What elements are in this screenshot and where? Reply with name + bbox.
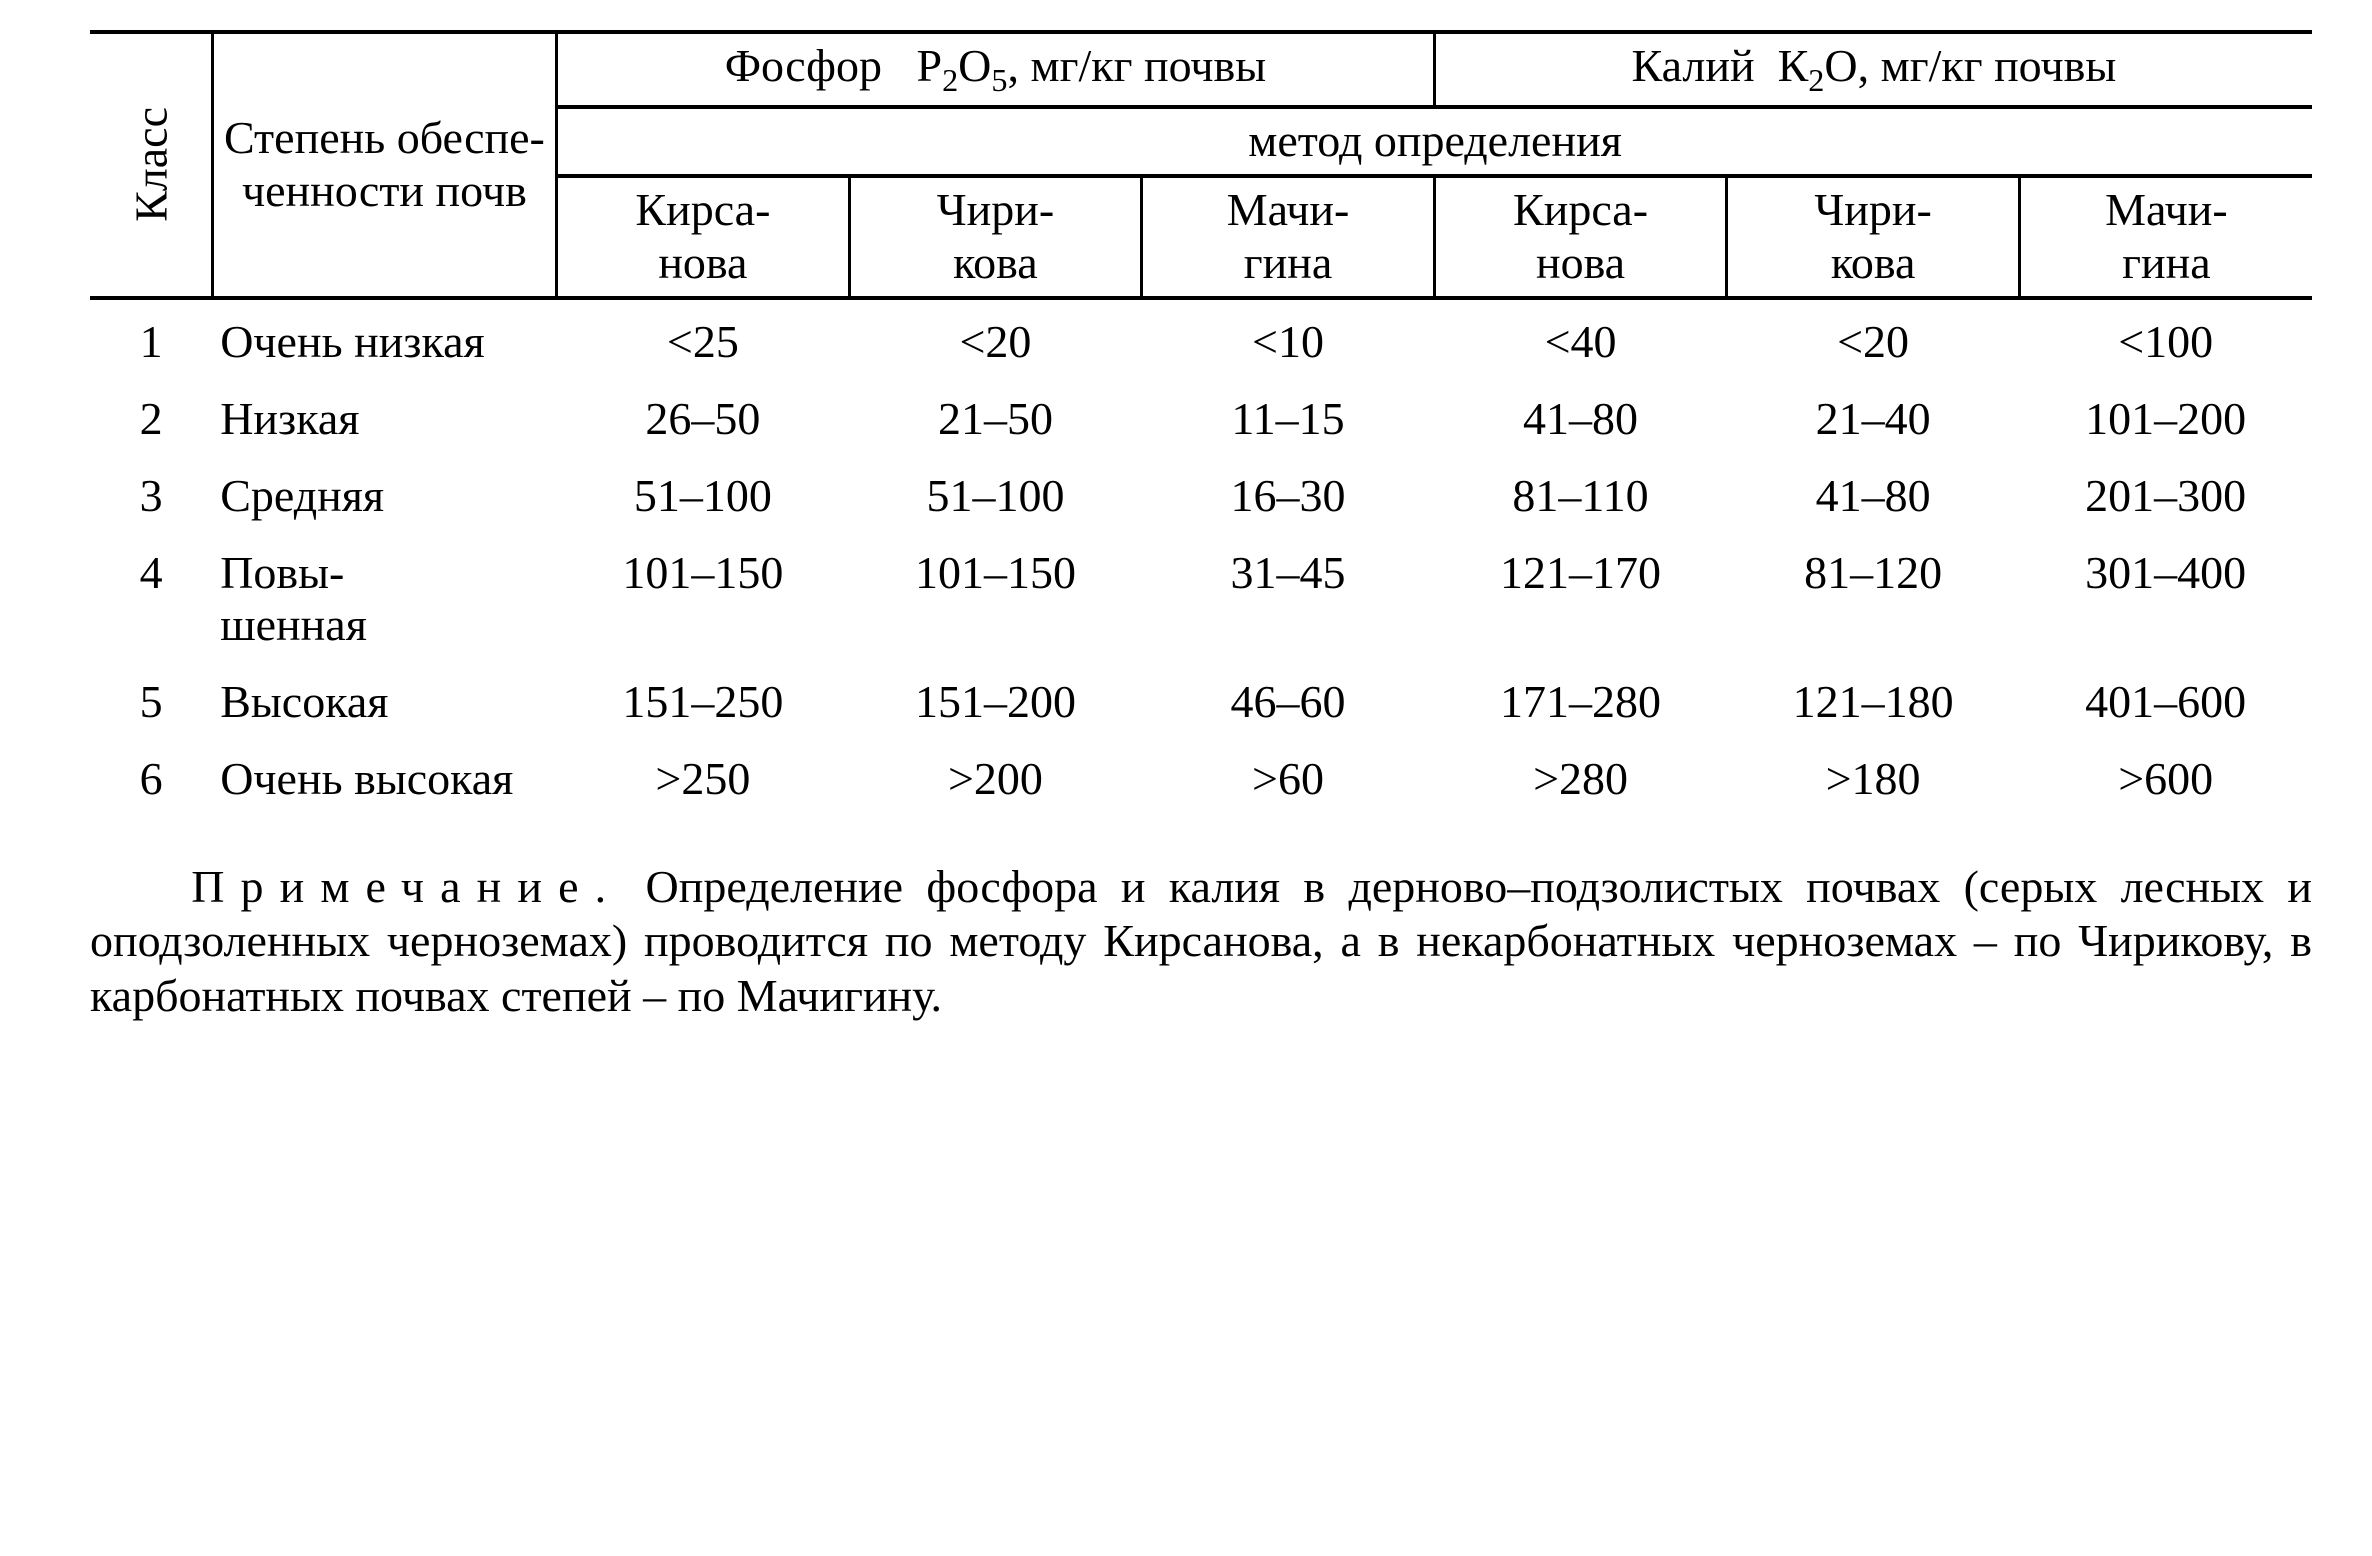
- cell-value: 41–80: [1727, 454, 2020, 531]
- soil-nutrient-table: Класс Степень обеспе-ченности почв Фосфо…: [90, 30, 2312, 814]
- header-method-3: Кирса-нова: [1434, 176, 1727, 298]
- footnote-label: Примечание.: [191, 861, 622, 912]
- cell-class: 6: [90, 737, 212, 814]
- cell-value: 41–80: [1434, 377, 1727, 454]
- header-method-0: Кирса-нова: [557, 176, 850, 298]
- header-phosphorus: Фосфор P2O5, мг/кг почвы: [557, 32, 1435, 107]
- header-class: Класс: [90, 32, 212, 298]
- cell-value: 101–200: [2019, 377, 2312, 454]
- cell-level: Повы-шенная: [212, 531, 556, 661]
- cell-value: 401–600: [2019, 660, 2312, 737]
- cell-value: 46–60: [1142, 660, 1435, 737]
- cell-value: <100: [2019, 298, 2312, 377]
- cell-value: 171–280: [1434, 660, 1727, 737]
- cell-value: <40: [1434, 298, 1727, 377]
- table-row: 3Средняя51–10051–10016–3081–11041–80201–…: [90, 454, 2312, 531]
- cell-value: >280: [1434, 737, 1727, 814]
- cell-value: >200: [849, 737, 1142, 814]
- table-row: 1Очень низкая<25<20<10<40<20<100: [90, 298, 2312, 377]
- cell-value: 151–200: [849, 660, 1142, 737]
- footnote-paragraph: Примечание. Определение фосфора и калия …: [90, 860, 2312, 1023]
- cell-value: 11–15: [1142, 377, 1435, 454]
- cell-value: 16–30: [1142, 454, 1435, 531]
- cell-level: Высокая: [212, 660, 556, 737]
- cell-value: 81–110: [1434, 454, 1727, 531]
- cell-value: >600: [2019, 737, 2312, 814]
- cell-level: Очень низкая: [212, 298, 556, 377]
- header-level: Степень обеспе-ченности почв: [212, 32, 556, 298]
- table-body: 1Очень низкая<25<20<10<40<20<1002Низкая2…: [90, 298, 2312, 814]
- cell-value: 101–150: [849, 531, 1142, 661]
- cell-level: Средняя: [212, 454, 556, 531]
- cell-value: 51–100: [557, 454, 850, 531]
- cell-value: <20: [1727, 298, 2020, 377]
- header-method-2: Мачи-гина: [1142, 176, 1435, 298]
- table-row: 6Очень высокая>250>200>60>280>180>600: [90, 737, 2312, 814]
- cell-level: Низкая: [212, 377, 556, 454]
- cell-value: 51–100: [849, 454, 1142, 531]
- cell-value: 301–400: [2019, 531, 2312, 661]
- header-potassium: Калий К2O, мг/кг почвы: [1434, 32, 2312, 107]
- header-level-text: Степень обеспе-ченности почв: [224, 112, 545, 216]
- cell-value: 21–50: [849, 377, 1142, 454]
- cell-value: >60: [1142, 737, 1435, 814]
- cell-value: 121–170: [1434, 531, 1727, 661]
- cell-value: 121–180: [1727, 660, 2020, 737]
- cell-value: <10: [1142, 298, 1435, 377]
- cell-value: 81–120: [1727, 531, 2020, 661]
- header-method-4: Чири-кова: [1727, 176, 2020, 298]
- cell-class: 3: [90, 454, 212, 531]
- cell-value: >250: [557, 737, 850, 814]
- cell-value: 151–250: [557, 660, 850, 737]
- table-row: 2Низкая26–5021–5011–1541–8021–40101–200: [90, 377, 2312, 454]
- cell-class: 1: [90, 298, 212, 377]
- header-method: метод определения: [557, 107, 2312, 176]
- header-method-5: Мачи-гина: [2019, 176, 2312, 298]
- cell-value: 21–40: [1727, 377, 2020, 454]
- cell-level: Очень высокая: [212, 737, 556, 814]
- cell-value: 201–300: [2019, 454, 2312, 531]
- cell-value: >180: [1727, 737, 2020, 814]
- footnote: Примечание. Определение фосфора и калия …: [90, 860, 2312, 1023]
- cell-value: 26–50: [557, 377, 850, 454]
- cell-value: <20: [849, 298, 1142, 377]
- header-method-1: Чири-кова: [849, 176, 1142, 298]
- cell-value: 101–150: [557, 531, 850, 661]
- cell-class: 2: [90, 377, 212, 454]
- cell-value: <25: [557, 298, 850, 377]
- cell-value: 31–45: [1142, 531, 1435, 661]
- table-row: 4Повы-шенная101–150101–15031–45121–17081…: [90, 531, 2312, 661]
- cell-class: 4: [90, 531, 212, 661]
- cell-class: 5: [90, 660, 212, 737]
- table-row: 5Высокая151–250151–20046–60171–280121–18…: [90, 660, 2312, 737]
